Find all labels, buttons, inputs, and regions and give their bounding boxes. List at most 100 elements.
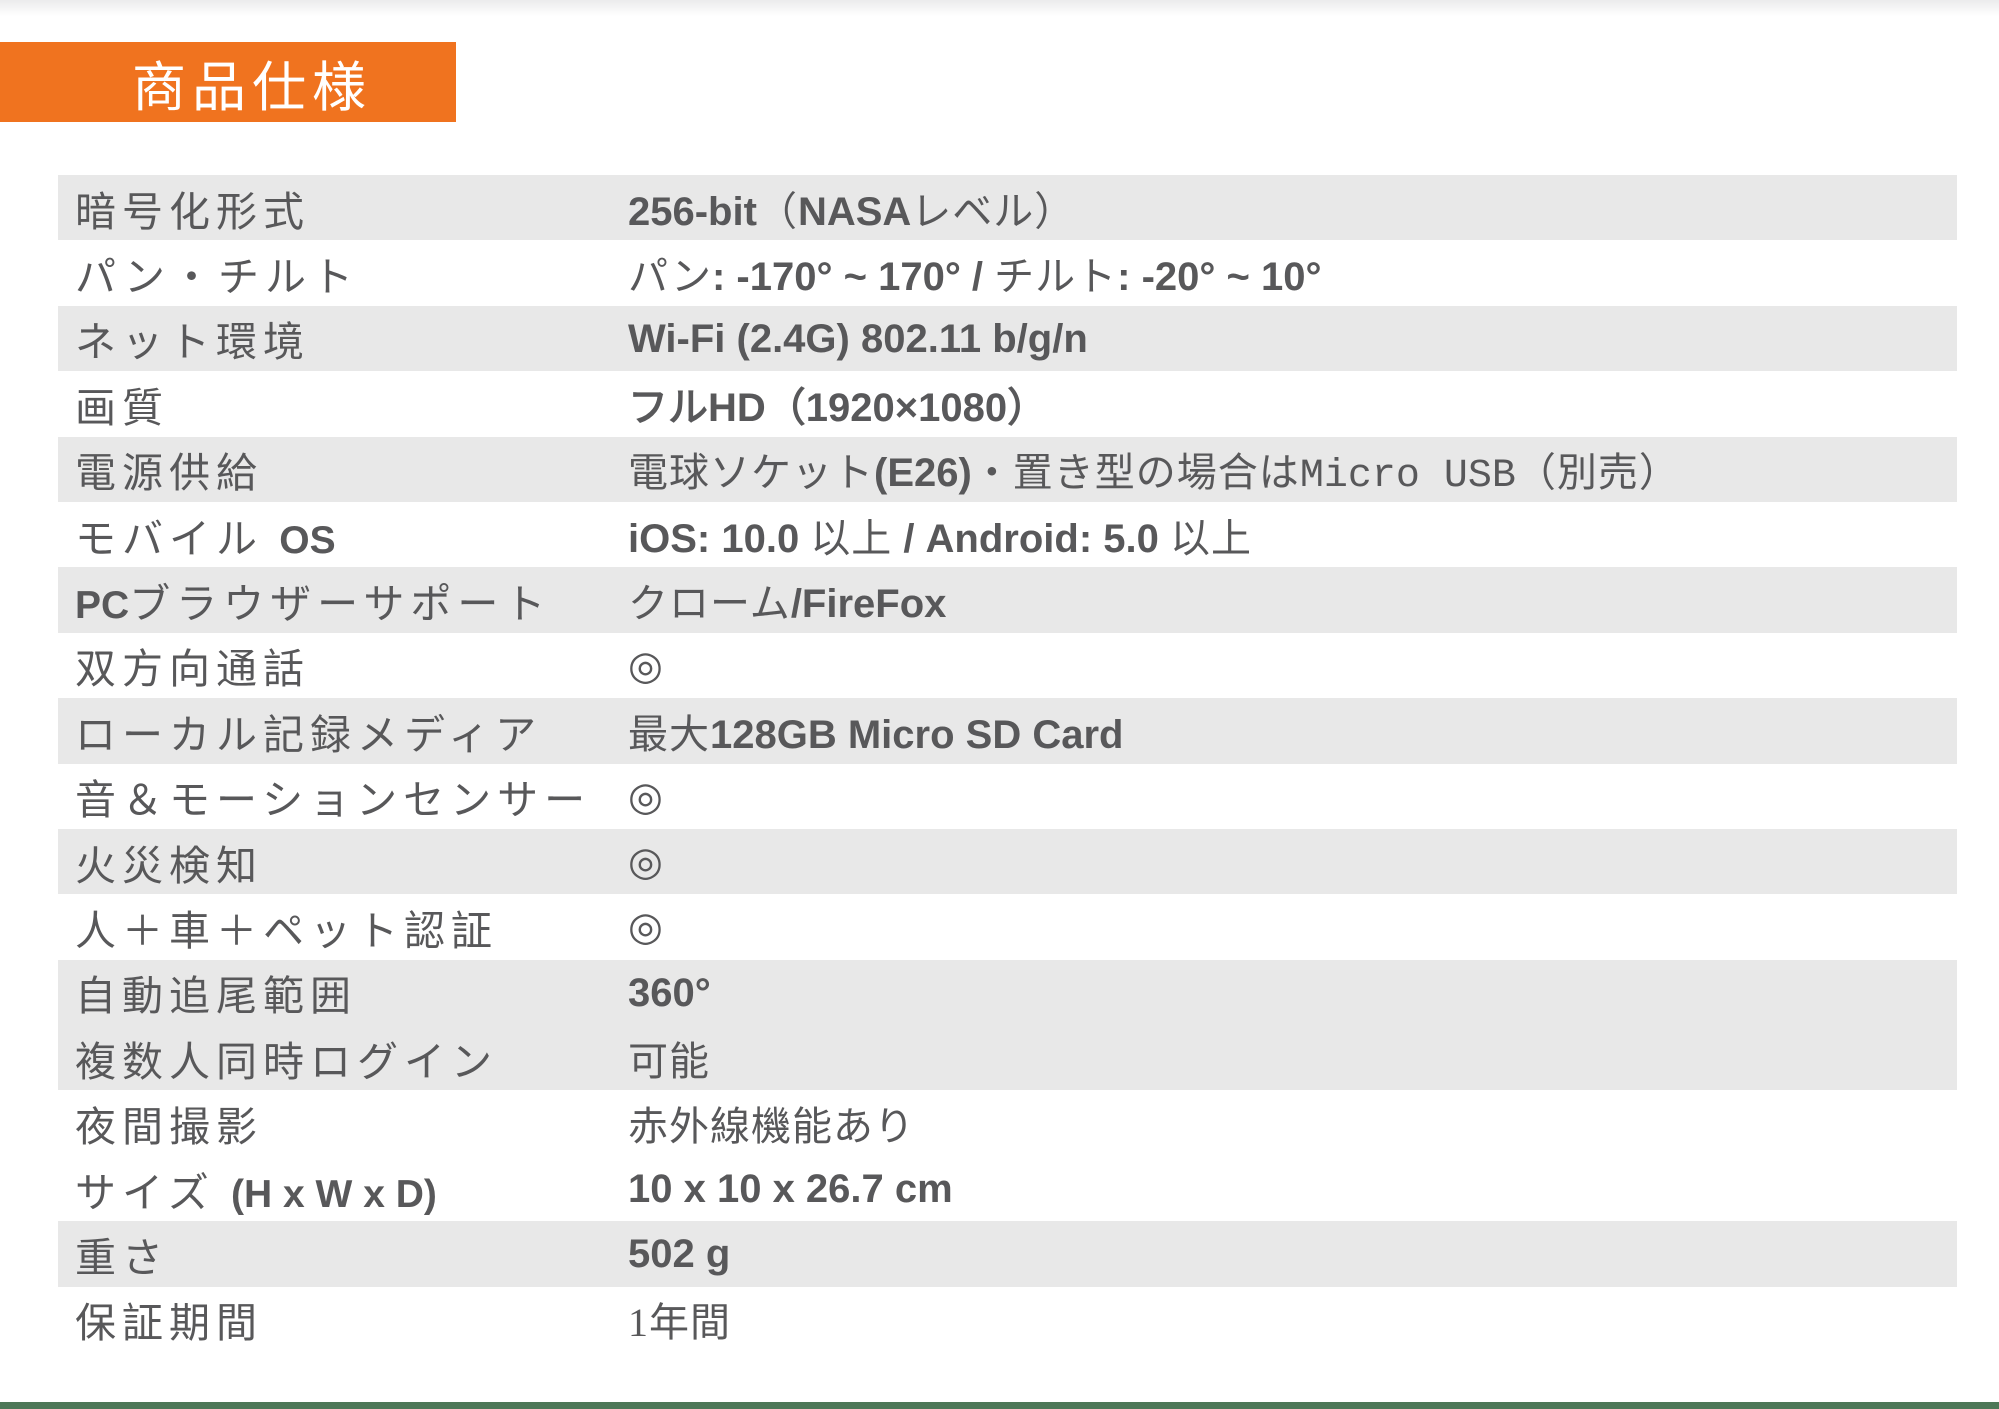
spec-value-text: 10 x 10 x 26.7 cm [628,1167,953,1212]
spec-label: ローカル記録メディア [58,701,628,761]
spec-label-text: 音＆モーションセンサー [75,777,592,824]
spec-value-text: NASA [797,189,912,234]
spec-value-text: 以上 [1170,515,1252,561]
footer-green-bar [0,1402,1999,1409]
spec-label: 重さ [58,1224,628,1284]
spec-value: 可能 [628,1029,1957,1087]
spec-value-text: 赤外線機能あり [628,1104,915,1150]
spec-row: ローカル記録メディア 最大128GB Micro SD Card [58,698,1957,764]
spec-value-text: フルHD（1920×1080） [628,385,1048,430]
spec-label-text: 保証期間 [75,1300,263,1347]
spec-value-text: iOS: 10.0 [628,516,811,561]
spec-label: 暗号化形式 [58,178,628,238]
spec-label-text: 自動追尾範囲 [75,973,357,1020]
spec-value-text: 1年間 [628,1300,731,1346]
spec-label: 夜間撮影 [58,1093,628,1153]
spec-value-text: 電球ソケット [628,449,874,495]
spec-row: 火災検知 ◎ [58,828,1957,895]
spec-value: ◎ [628,903,1957,950]
spec-value-text: パン [628,254,712,300]
spec-value-text: ・置き型の場合は [971,449,1300,495]
spec-value-text: 可能 [628,1038,710,1084]
spec-value: 電球ソケット(E26)・置き型の場合はMicro USB（別売） [628,440,1957,499]
spec-label: ネット環境 [58,308,628,368]
spec-value: 502 g [628,1230,1957,1277]
top-edge-shade [0,0,1999,16]
spec-table: 暗号化形式 256-bit（NASAレベル） パン・チルト パン: -170° ~ 1… [58,175,1957,1352]
spec-value-text: レベル） [911,188,1076,234]
spec-value-text: 360° [628,970,711,1015]
spec-value-text: (E26) [874,450,972,495]
spec-label: 複数人同時ログイン [58,1028,628,1088]
spec-label-text: 火災検知 [75,842,263,889]
spec-label-text: PC [75,584,130,628]
spec-row: 保証期間 1年間 [58,1287,1957,1352]
spec-value-text: /FireFox [790,582,947,627]
spec-value-text: 256-bit [628,189,757,234]
spec-value: ◎ [628,642,1957,689]
spec-value-text: : -170° ~ 170° / [712,255,995,300]
spec-label-text: 人＋車＋ペット認証 [75,907,498,954]
spec-value: 256-bit（NASAレベル） [628,179,1957,237]
spec-label: PCブラウザーサポート [58,570,628,630]
spec-label: パン・チルト [58,243,628,303]
spec-label-text: (H x W x D) [231,1172,437,1216]
spec-row: サイズ (H x W x D) 10 x 10 x 26.7 cm [58,1156,1957,1221]
spec-row: モバイル OS iOS: 10.0 以上 / Android: 5.0 以上 [58,502,1957,567]
spec-row: PCブラウザーサポート クローム/FireFox [58,567,1957,633]
spec-row: 電源供給 電球ソケット(E26)・置き型の場合はMicro USB（別売） [58,436,1957,502]
spec-value-text: 最大 [628,711,710,757]
spec-value: 1年間 [628,1290,1957,1348]
spec-label: 電源供給 [58,439,628,499]
section-title-text: 商品仕様 [132,57,372,118]
spec-label: サイズ (H x W x D) [58,1159,628,1219]
spec-value: フルHD（1920×1080） [628,375,1957,433]
spec-row: 夜間撮影 赤外線機能あり [58,1090,1957,1155]
spec-value-text: 128GB Micro SD Card [710,712,1124,757]
spec-row: 音＆モーションセンサー ◎ [58,764,1957,829]
spec-label: 保証期間 [58,1289,628,1349]
spec-label-text: 双方向通話 [75,646,310,693]
spec-value-text: ◎ [628,904,664,950]
spec-value-text: 502 g [628,1232,731,1277]
spec-value: クローム/FireFox [628,571,1957,629]
spec-row: 自動追尾範囲 360° [58,959,1957,1026]
spec-label-text: ローカル記録メディア [75,711,543,758]
spec-row: 複数人同時ログイン 可能 [58,1025,1957,1091]
spec-label-text: ネット環境 [75,319,310,366]
spec-label-text: モバイル [75,515,280,562]
spec-value: 最大128GB Micro SD Card [628,702,1957,760]
spec-value-text: （ [756,188,798,234]
spec-value: Wi-Fi (2.4G) 802.11 b/g/n [628,315,1957,362]
spec-row: 画質 フルHD（1920×1080） [58,371,1957,436]
spec-label: 画質 [58,374,628,434]
spec-label-text: 暗号化形式 [75,188,310,235]
spec-label-text: 夜間撮影 [75,1104,263,1151]
spec-value-text: ◎ [628,773,664,819]
spec-value: iOS: 10.0 以上 / Android: 5.0 以上 [628,506,1957,564]
spec-row: 双方向通話 ◎ [58,633,1957,698]
spec-row: ネット環境 Wi-Fi (2.4G) 802.11 b/g/n [58,305,1957,372]
spec-value-text: クローム [628,581,791,627]
spec-value-text: （別売） [1515,449,1680,495]
spec-row: パン・チルト パン: -170° ~ 170° / チルト: -20° ~ 10° [58,240,1957,305]
spec-label: モバイル OS [58,505,628,565]
spec-label: 双方向通話 [58,635,628,695]
spec-value-text: ◎ [628,839,664,885]
spec-label-text: サイズ [75,1169,232,1216]
spec-label-text: 重さ [75,1234,169,1281]
spec-value-text: チルト [994,254,1118,300]
spec-value-text: : -20° ~ 10° [1117,255,1322,300]
section-title-badge: 商品仕様 [0,42,456,122]
spec-label-text: OS [279,518,336,562]
spec-value-text: / Android: 5.0 [903,516,1170,561]
spec-label: 音＆モーションセンサー [58,766,628,826]
spec-value-text: Micro USB [1299,453,1516,499]
spec-value: 360° [628,969,1957,1016]
spec-value: ◎ [628,773,1957,820]
spec-label-text: 画質 [75,384,169,431]
spec-value: 10 x 10 x 26.7 cm [628,1165,1957,1212]
spec-value: 赤外線機能あり [628,1094,1957,1152]
spec-label: 人＋車＋ペット認証 [58,897,628,957]
spec-value-text: 以上 [810,515,904,561]
